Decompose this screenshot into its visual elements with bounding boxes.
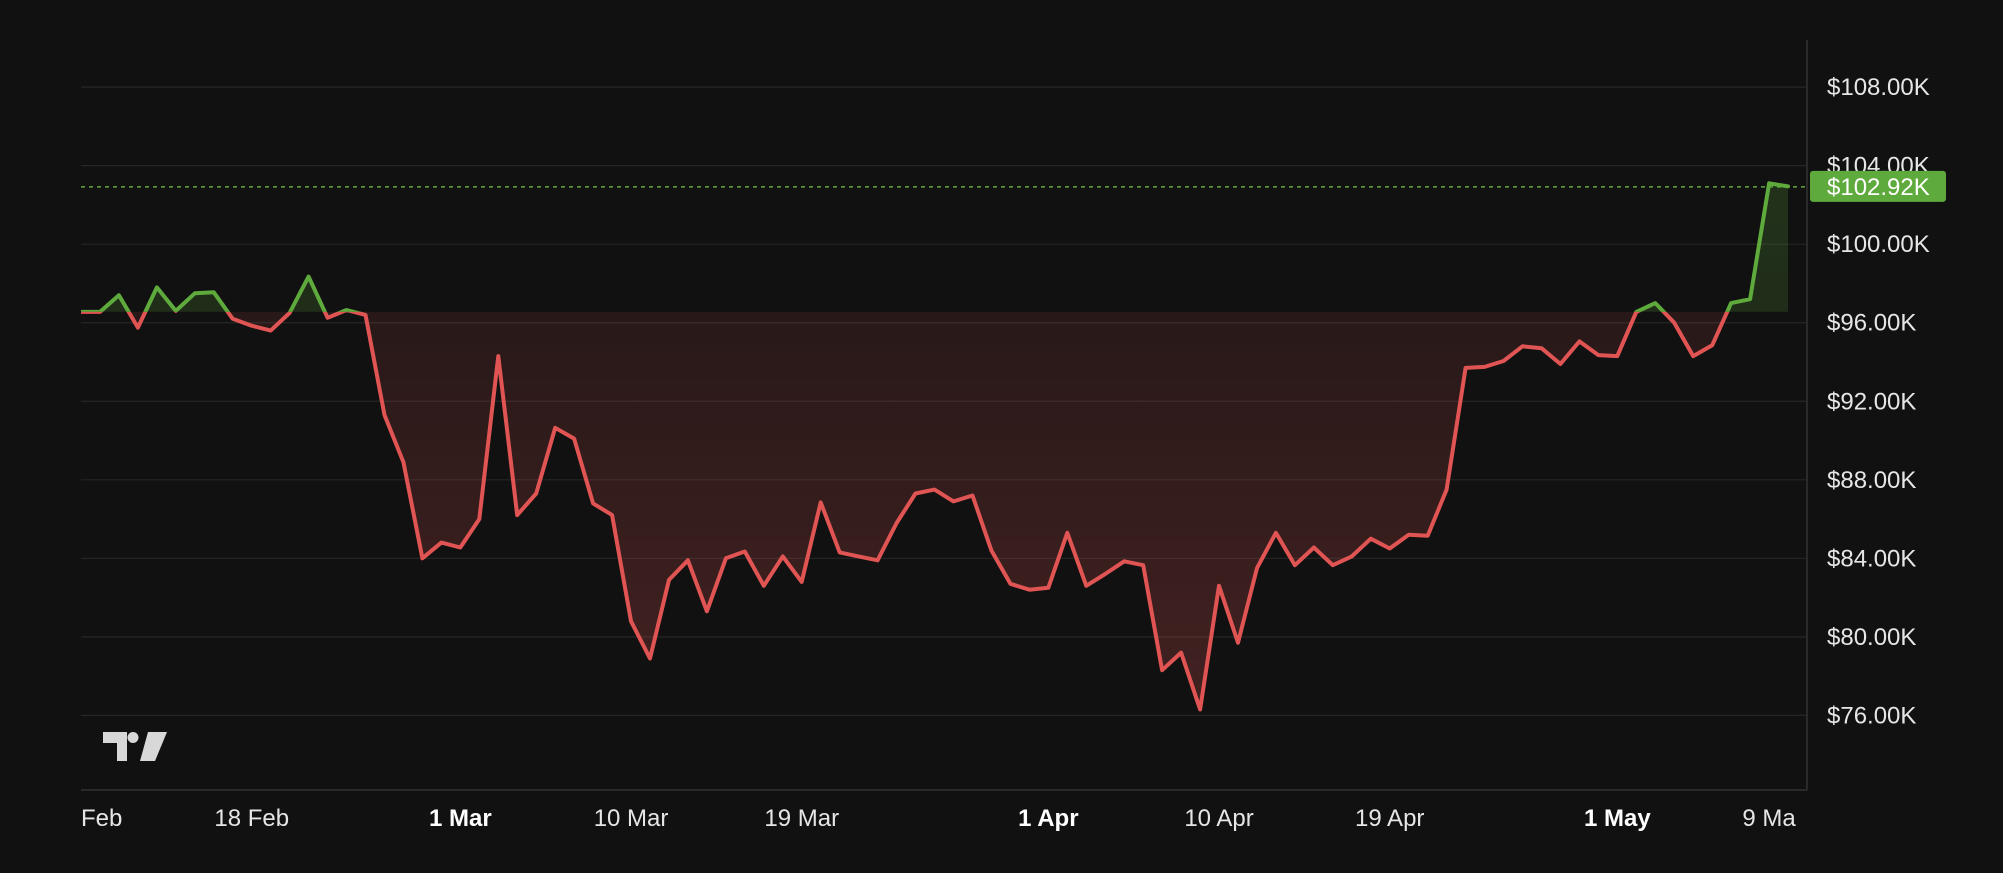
price-lines <box>81 181 1790 712</box>
below-fill-group <box>128 311 1728 710</box>
x-tick-label: 19 Apr <box>1355 805 1424 832</box>
y-tick-label: $84.00K <box>1827 545 1916 572</box>
x-tick-label: 10 Apr <box>1184 805 1253 832</box>
x-tick-label: 1 May <box>1584 805 1651 832</box>
y-tick-label: $92.00K <box>1827 388 1916 415</box>
below-area <box>128 311 1728 710</box>
area-fills <box>81 183 1788 710</box>
x-tick-label: 19 Mar <box>764 805 839 832</box>
x-tick-label: 9 Ma <box>1742 805 1796 832</box>
last-price-label: $102.92K <box>1827 174 1930 201</box>
x-tick-label: 18 Feb <box>214 805 289 832</box>
y-axis-ticks: $76.00K $80.00K $84.00K $88.00K $92.00K $96.0… <box>1827 74 1930 729</box>
price-line-below <box>81 311 1730 712</box>
below-line-group <box>81 311 1730 712</box>
x-tick-label: 10 Mar <box>594 805 669 832</box>
y-tick-label: $88.00K <box>1827 467 1916 494</box>
x-axis-ticks: Feb 18 Feb 1 Mar 10 Mar 19 Mar 1 Apr 10 Apr 19 … <box>81 805 1796 832</box>
y-tick-label: $100.00K <box>1827 231 1930 258</box>
last-price-badge: $102.92K <box>1810 170 1946 202</box>
y-tick-label: $96.00K <box>1827 310 1916 337</box>
y-tick-label: $76.00K <box>1827 702 1916 729</box>
tradingview-logo <box>103 732 167 761</box>
y-tick-label: $108.00K <box>1827 74 1930 101</box>
x-tick-label: 1 Mar <box>429 805 492 832</box>
x-tick-label: Feb <box>81 805 122 832</box>
last-price-badge-bg <box>1810 170 1946 202</box>
y-tick-label: $80.00K <box>1827 624 1916 651</box>
x-tick-label: 1 Apr <box>1018 805 1078 832</box>
